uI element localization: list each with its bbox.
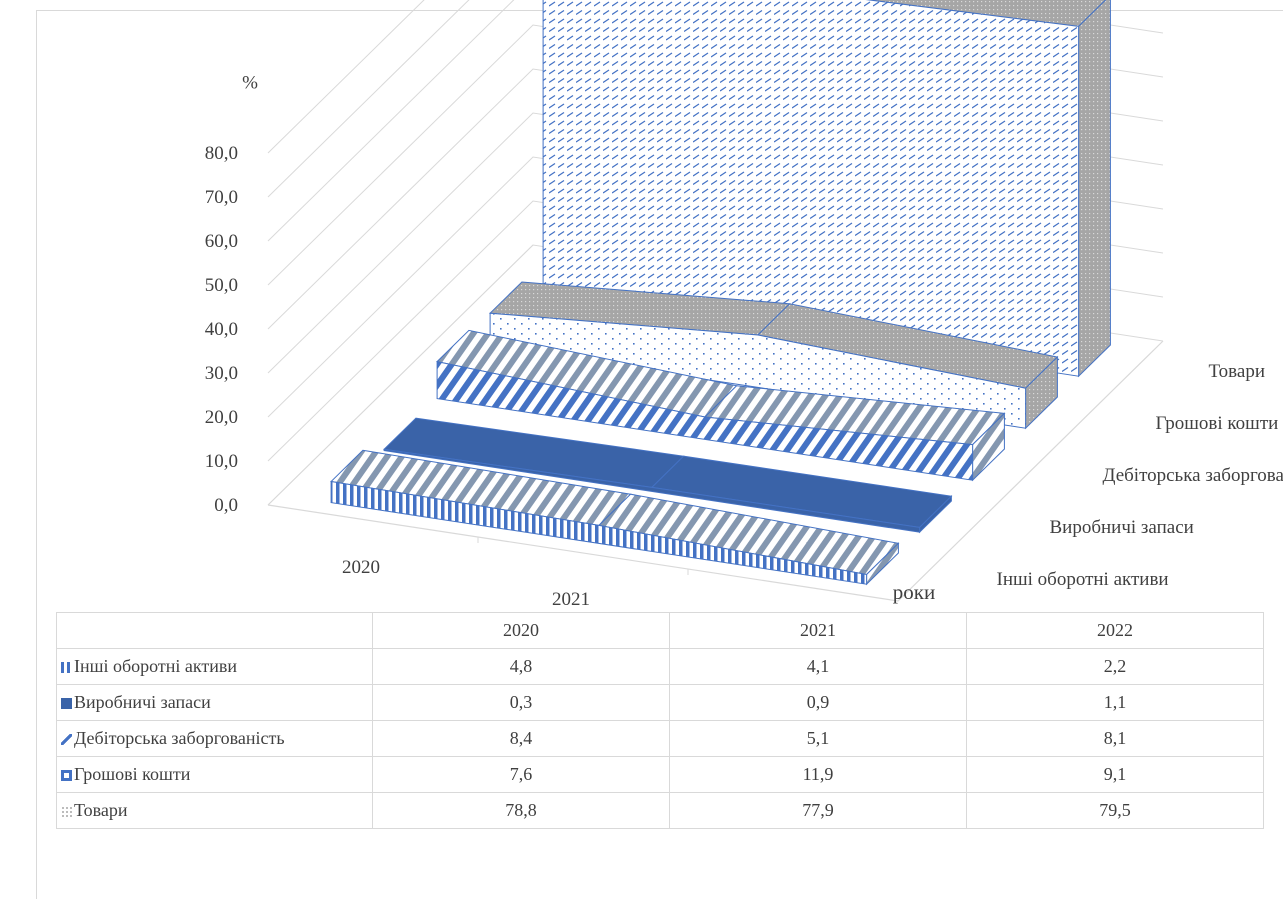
series-label: Дебіторська заборгованість bbox=[74, 728, 285, 748]
ribbon-front bbox=[330, 480, 868, 585]
table-cell-value: 8,1 bbox=[966, 720, 1264, 757]
legend-key-icon bbox=[61, 698, 72, 709]
legend-key-icon bbox=[61, 662, 72, 673]
table-cell-value: 1,1 bbox=[966, 684, 1264, 721]
series-ribbon bbox=[488, 281, 1059, 430]
table-header-cell: 2021 bbox=[669, 612, 967, 649]
table-header-row: 2020 2021 2022 bbox=[56, 612, 1264, 649]
legend-key-icon bbox=[61, 806, 72, 817]
series-depth-label: Інші оборотні активи bbox=[997, 569, 1169, 590]
table-cell-value: 5,1 bbox=[669, 720, 967, 757]
ribbon-side bbox=[1078, 0, 1111, 378]
series-layer bbox=[330, 0, 1111, 586]
table-row: Інші оборотні активи 4,8 4,1 2,2 bbox=[56, 648, 1264, 685]
series-label: Виробничі запаси bbox=[74, 692, 211, 712]
chart: 0,0 10,0 20,0 30,0 40,0 50,0 60,0 70,0 80,0% 2020… bbox=[205, 0, 1283, 610]
table-cell-value: 79,5 bbox=[966, 792, 1264, 829]
series-depth-label: Дебіторська заборгованість bbox=[1103, 465, 1283, 486]
table-cell-value: 78,8 bbox=[372, 792, 670, 829]
table-cell-value: 11,9 bbox=[669, 756, 967, 793]
series-ribbon bbox=[330, 449, 900, 586]
legend-key-icon bbox=[61, 734, 72, 745]
series-label: Інші оборотні активи bbox=[74, 656, 238, 676]
series-ribbon bbox=[383, 417, 953, 534]
y-tick-label: 30,0 bbox=[205, 363, 238, 384]
table-cell-value: 8,4 bbox=[372, 720, 670, 757]
ribbon-front bbox=[436, 360, 974, 481]
ribbon-front bbox=[383, 448, 921, 533]
table-series-name: Інші оборотні активи bbox=[56, 648, 373, 685]
axes bbox=[267, 244, 1164, 602]
x-axis-label: роки bbox=[893, 580, 935, 604]
series-label: Товари bbox=[74, 800, 128, 820]
table-cell-value: 0,9 bbox=[669, 684, 967, 721]
table-cell-value: 9,1 bbox=[966, 756, 1264, 793]
table-series-name: Виробничі запаси bbox=[56, 684, 373, 721]
series-label: Грошові кошти bbox=[74, 764, 191, 784]
series-ribbon bbox=[436, 329, 1006, 482]
table-row: Грошові кошти 7,6 11,9 9,1 bbox=[56, 756, 1264, 793]
y-axis-label: % bbox=[242, 73, 258, 94]
y-tick-label: 80,0 bbox=[205, 143, 238, 164]
y-tick-label: 50,0 bbox=[205, 275, 238, 296]
table-cell-value: 2,2 bbox=[966, 648, 1264, 685]
table-row: Виробничі запаси 0,3 0,9 1,1 bbox=[56, 684, 1264, 721]
table-corner bbox=[56, 612, 373, 649]
series-ribbon bbox=[542, 0, 1111, 378]
table-series-name: Грошові кошти bbox=[56, 756, 373, 793]
y-tick-label: 70,0 bbox=[205, 187, 238, 208]
series-depth-label: Грошові кошти bbox=[1156, 413, 1279, 434]
table-series-name: Дебіторська заборгованість bbox=[56, 720, 373, 757]
y-tick-label: 20,0 bbox=[205, 407, 238, 428]
table-cell-value: 4,1 bbox=[669, 648, 967, 685]
table-cell-value: 7,6 bbox=[372, 756, 670, 793]
table-cell-value: 77,9 bbox=[669, 792, 967, 829]
table-cell-value: 4,8 bbox=[372, 648, 670, 685]
data-table: 2020 2021 2022 Інші оборотні активи 4,8 4,… bbox=[56, 612, 1264, 829]
series-depth-label: Товари bbox=[1209, 361, 1266, 382]
legend-key-icon bbox=[61, 770, 72, 781]
table-header-cell: 2020 bbox=[372, 612, 670, 649]
gridline bbox=[267, 0, 425, 154]
table-header-cell: 2022 bbox=[966, 612, 1264, 649]
table-row: Дебіторська заборгованість 8,4 5,1 8,1 bbox=[56, 720, 1264, 757]
axis-labels: 0,0 10,0 20,0 30,0 40,0 50,0 60,0 70,0 80,0% 2020… bbox=[205, 73, 1283, 610]
x-tick-label: 2021 bbox=[552, 589, 590, 610]
x-tick-label: 2020 bbox=[342, 557, 380, 578]
table-series-name: Товари bbox=[56, 792, 373, 829]
table-row: Товари 78,8 77,9 79,5 bbox=[56, 792, 1264, 829]
y-tick-label: 10,0 bbox=[205, 451, 238, 472]
y-tick-label: 60,0 bbox=[205, 231, 238, 252]
series-depth-label: Виробничі запаси bbox=[1050, 517, 1194, 538]
y-tick-label: 40,0 bbox=[205, 319, 238, 340]
depth-axis-line bbox=[267, 244, 534, 506]
table-cell-value: 0,3 bbox=[372, 684, 670, 721]
y-tick-label: 0,0 bbox=[214, 495, 238, 516]
